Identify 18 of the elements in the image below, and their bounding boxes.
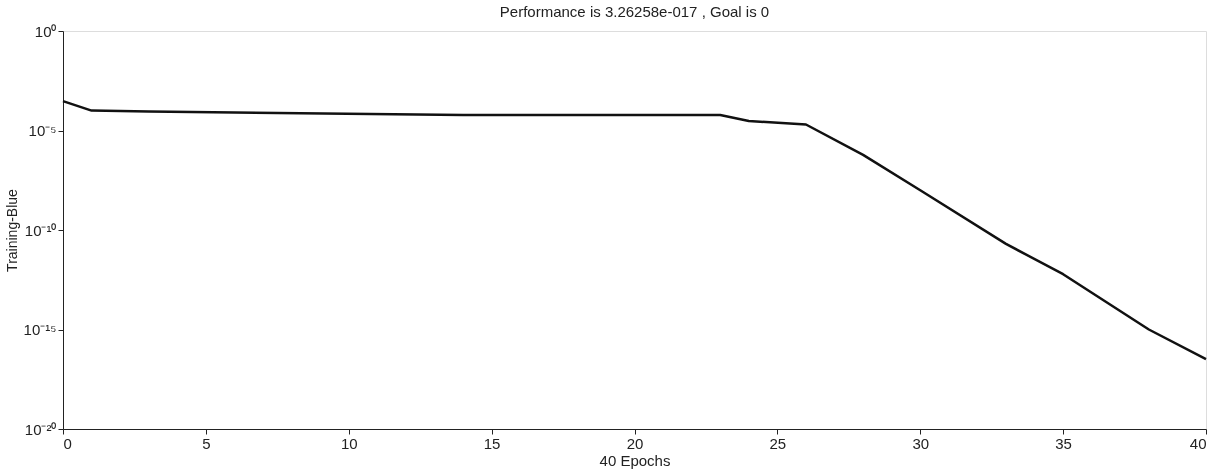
y-tick-label: 10⁻²⁰ [24,420,57,438]
y-tick-label: 10⁻¹⁰ [24,221,57,239]
x-tick-label: 25 [769,434,787,452]
x-axis-title: 40 Epochs [599,451,671,469]
x-tick-label: 20 [626,434,644,452]
x-tick-label: 30 [912,434,930,452]
x-tick-label: 5 [202,434,211,452]
chart-title: Performance is 3.26258e-017 , Goal is 0 [499,3,770,20]
y-tick-label: 10⁰ [34,22,57,40]
y-tick-label: 10⁻¹⁵ [23,321,57,338]
y-tick-label: 10⁻⁵ [28,122,57,139]
x-tick-label: 15 [483,434,501,452]
x-tick-label: 0 [63,434,72,452]
x-tick-label: 40 [1189,434,1207,452]
line-series [61,99,1208,361]
x-tick-label: 35 [1055,434,1072,452]
y-axis-title: Training-Blue [3,188,20,272]
x-tick-label: 10 [340,434,358,452]
